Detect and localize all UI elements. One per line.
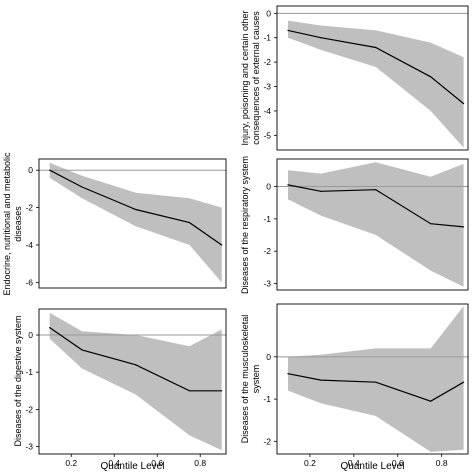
- y-tick-label: -2: [25, 203, 33, 213]
- estimate-point: [375, 381, 377, 383]
- y-tick-label: -3: [25, 442, 33, 452]
- y-tick-label: -4: [263, 106, 271, 116]
- x-tick-label: 0.8: [436, 458, 448, 468]
- y-tick-label: 0: [266, 181, 271, 191]
- y-tick-label: -1: [263, 214, 271, 224]
- plot-frame: [38, 158, 227, 289]
- y-tick-label: 0: [28, 165, 33, 175]
- confidence-band: [288, 306, 464, 452]
- plot-frame: [38, 308, 227, 455]
- estimate-point: [81, 349, 83, 351]
- estimate-point: [463, 103, 465, 105]
- estimate-point: [188, 221, 191, 224]
- y-tick-label: -3: [263, 279, 271, 289]
- x-tick-label: 0.4: [348, 458, 360, 468]
- x-tick-label: 0.6: [151, 458, 163, 468]
- y-tick-label: -2: [263, 436, 271, 446]
- estimate-point: [375, 46, 377, 49]
- estimate-point: [463, 381, 465, 383]
- estimate-point: [287, 373, 289, 375]
- x-axis-title: Quantile Level: [101, 461, 165, 472]
- estimate-point: [320, 190, 322, 192]
- estimate-point: [81, 186, 83, 188]
- y-tick-label: -2: [25, 404, 33, 414]
- estimate-point: [287, 29, 289, 32]
- estimate-point: [49, 326, 51, 329]
- estimate-point: [463, 226, 465, 228]
- estimate-point: [430, 400, 432, 402]
- y-axis-title: Injury, poisoning and certain otherconse…: [240, 11, 261, 146]
- plot-frame: [276, 158, 469, 291]
- estimate-point: [221, 244, 223, 246]
- y-tick-label: 0: [28, 330, 33, 340]
- panel-musculoskeletal: 0 -1 -2 0.2 0.4 0.6 0.8 Quantile Level Diseases …: [240, 303, 469, 472]
- estimate-point: [320, 379, 322, 381]
- confidence-band: [49, 162, 222, 283]
- y-tick-label: 0: [266, 8, 271, 18]
- plot-frame: [276, 303, 469, 455]
- plot-frame: [276, 5, 469, 151]
- estimate-point: [430, 76, 432, 78]
- y-tick-label: -5: [263, 130, 271, 140]
- confidence-band: [49, 312, 222, 451]
- y-tick-label: -6: [25, 277, 33, 287]
- y-tick-label: -3: [263, 82, 271, 92]
- estimate-point: [430, 223, 432, 225]
- estimate-point: [49, 169, 51, 171]
- estimate-point: [135, 208, 137, 211]
- estimate-point: [188, 390, 191, 392]
- y-tick-label: 0: [266, 352, 271, 362]
- panel-respiratory: 0 -1 -2 -3 Diseases of the respiratory syste…: [240, 156, 469, 294]
- x-tick-label: 0.8: [194, 458, 206, 468]
- y-tick-label: -2: [263, 246, 271, 256]
- estimate-point: [375, 189, 377, 191]
- estimate-point: [221, 390, 223, 392]
- estimate-point: [320, 37, 322, 39]
- x-tick-label: 0.6: [392, 458, 404, 468]
- y-tick-label: -1: [263, 394, 271, 404]
- y-tick-label: -1: [263, 33, 271, 43]
- confidence-band: [288, 162, 464, 287]
- confidence-band: [288, 20, 464, 148]
- panel-digestive: 0 -1 -2 -3 0.2 0.4 0.6 0.8 Quantile Level Disease…: [13, 308, 227, 472]
- estimate-point: [287, 184, 289, 186]
- x-tick-label: 0.2: [304, 458, 316, 468]
- y-tick-label: -4: [25, 240, 33, 250]
- y-tick-label: -1: [25, 367, 33, 377]
- y-axis-title: Diseases of the digestive system: [13, 315, 23, 446]
- estimate-point: [135, 364, 137, 366]
- x-tick-label: 0.4: [108, 458, 120, 468]
- x-tick-label: 0.2: [65, 458, 77, 468]
- y-axis-title: Endocrine, nutritional and metabolicdise…: [2, 152, 23, 296]
- y-axis-title: Diseases of the musculoskeletalsystem: [240, 315, 261, 444]
- x-axis-title: Quantile Level: [341, 461, 405, 472]
- y-axis-title: Diseases of the respiratory system: [240, 156, 250, 294]
- y-tick-label: -2: [263, 57, 271, 67]
